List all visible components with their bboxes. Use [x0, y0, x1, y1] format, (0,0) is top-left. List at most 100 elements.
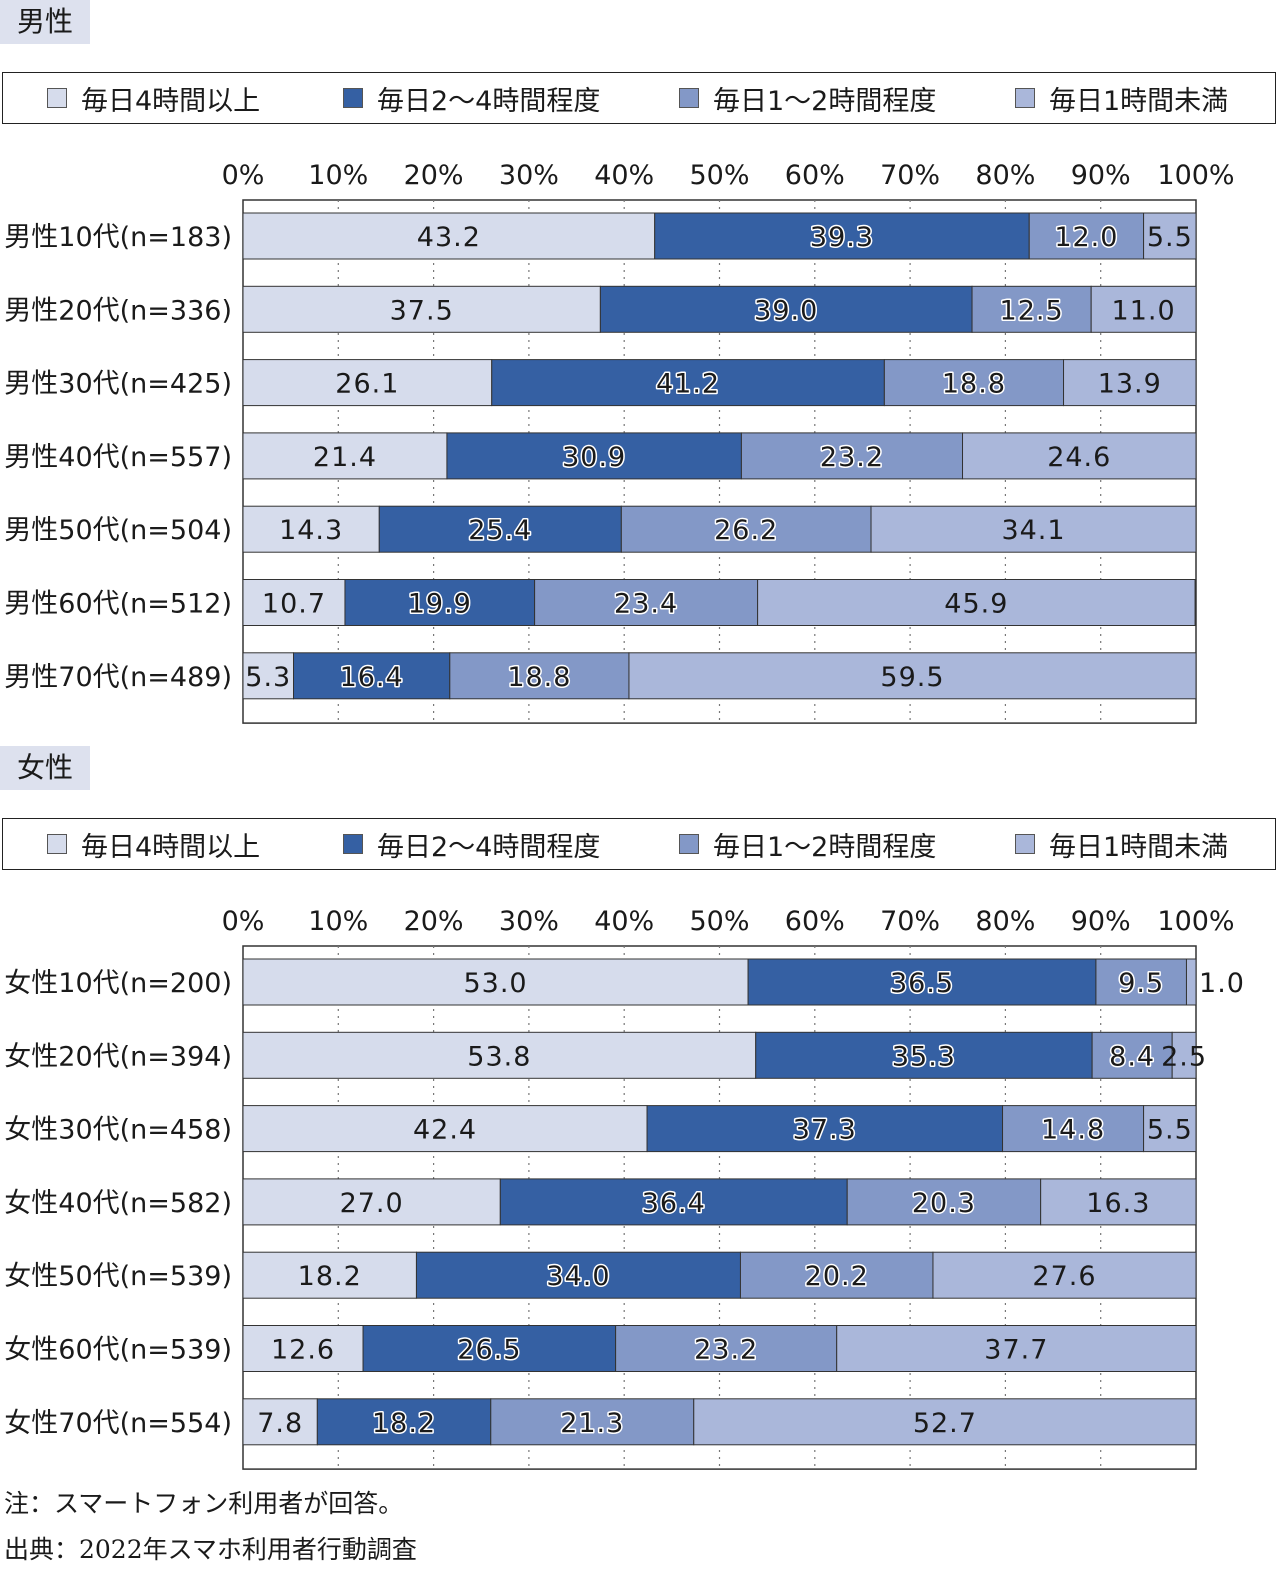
legend-swatch [1015, 834, 1035, 854]
data-label: 18.2 [372, 1408, 436, 1439]
legend-female: 毎日4時間以上 毎日2〜4時間程度 毎日1〜2時間程度 毎日1時間未満 [2, 818, 1276, 870]
bar-segment [1002, 1105, 1145, 1153]
category-label: 女性60代(n=539) [4, 1335, 232, 1366]
bar-segment [293, 652, 451, 700]
legend-item: 毎日4時間以上 [47, 819, 260, 869]
bar-segment [846, 1178, 1042, 1226]
data-label: 11.0 [1112, 295, 1176, 326]
bar-segment [449, 652, 630, 700]
data-label: 30.9 [562, 442, 626, 473]
legend-item: 毎日1〜2時間程度 [679, 73, 936, 123]
bar-segment [1185, 958, 1197, 1006]
data-label: 5.3 [245, 662, 291, 693]
category-label: 男性60代(n=512) [4, 589, 232, 620]
bar-segment [615, 1325, 838, 1372]
bar-segment [242, 359, 493, 407]
bar-segment [1171, 1031, 1197, 1079]
data-label: 16.4 [340, 662, 404, 693]
data-label: 14.3 [279, 515, 343, 546]
legend-label: 毎日1〜2時間程度 [713, 85, 937, 117]
bar-segment [1028, 212, 1145, 260]
data-label: 24.6 [1047, 442, 1111, 473]
bar-segment [870, 505, 1197, 553]
bar-segment [1143, 1105, 1197, 1153]
x-tick-label: 20% [404, 906, 464, 937]
data-label: 59.5 [880, 662, 944, 693]
data-label: 42.4 [413, 1115, 477, 1146]
bar-segment [1090, 285, 1197, 333]
category-label: 男性50代(n=504) [4, 515, 232, 546]
x-tick-label: 0% [222, 160, 265, 191]
category-label: 男性10代(n=183) [4, 222, 232, 253]
bar-segment [646, 1105, 1004, 1153]
data-label: 12.5 [1000, 295, 1064, 326]
data-label: 18.8 [507, 662, 571, 693]
category-label: 女性20代(n=394) [4, 1041, 232, 1072]
data-label: 10.7 [262, 589, 326, 620]
bar-segment [836, 1325, 1197, 1372]
data-label: 52.7 [913, 1408, 977, 1439]
data-label: 7.8 [257, 1408, 303, 1439]
bar-segment [242, 1105, 648, 1153]
legend-item: 毎日2〜4時間程度 [343, 73, 600, 123]
bar-segment [1143, 212, 1197, 260]
data-label: 41.2 [656, 369, 720, 400]
legend-label: 毎日4時間以上 [81, 831, 261, 863]
bar-segment [242, 505, 380, 553]
data-label: 39.0 [754, 295, 818, 326]
data-label: 20.2 [805, 1261, 869, 1292]
x-tick-label: 60% [785, 906, 845, 937]
bar-segment [599, 285, 973, 333]
legend-label: 毎日1時間未満 [1049, 831, 1229, 863]
bar-segment [499, 1178, 848, 1226]
stacked-bar-chart-female: 0% 10% 20% 30% 40% 50% 60% 70% 80% 90% 100% 女性10代(n… [4, 906, 1244, 1470]
data-label: 53.8 [467, 1041, 531, 1072]
data-label: 36.5 [890, 968, 954, 999]
data-label: 53.0 [463, 968, 527, 999]
bar-segment [490, 1398, 695, 1446]
bar-segment [1040, 1178, 1197, 1226]
data-label: 14.8 [1041, 1115, 1105, 1146]
bar-segment [362, 1325, 617, 1372]
bar-segment [739, 1251, 934, 1299]
bar-segment [932, 1251, 1197, 1299]
data-label: 9.5 [1118, 968, 1164, 999]
bar-segment [693, 1398, 1197, 1446]
x-tick-label: 50% [689, 906, 749, 937]
data-label: 34.1 [1001, 515, 1065, 546]
data-label: 23.2 [820, 442, 884, 473]
category-label: 男性20代(n=336) [4, 295, 232, 326]
x-tick-label: 100% [1157, 160, 1234, 191]
bar-segment [755, 1031, 1093, 1079]
legend-item: 毎日1〜2時間程度 [679, 819, 936, 869]
section-title-female: 女性 [0, 746, 90, 790]
data-label: 37.7 [984, 1335, 1048, 1366]
bar-segment [654, 212, 1030, 260]
category-label: 男性70代(n=489) [4, 662, 232, 693]
legend-label: 毎日4時間以上 [81, 85, 261, 117]
data-label: 12.6 [271, 1335, 335, 1366]
data-label: 19.9 [408, 589, 472, 620]
bar-segment [242, 1031, 757, 1079]
legend-swatch [47, 88, 67, 108]
category-label: 女性40代(n=582) [4, 1188, 232, 1219]
x-tick-label: 30% [499, 906, 559, 937]
x-tick-label: 0% [222, 906, 265, 937]
legend-swatch [1015, 88, 1035, 108]
bar-segment [883, 359, 1065, 407]
bar-segment [242, 212, 656, 260]
data-label: 25.4 [468, 515, 532, 546]
bar-segment [415, 1251, 741, 1299]
data-label: 5.5 [1147, 222, 1193, 253]
x-tick-label: 70% [880, 160, 940, 191]
legend-item: 毎日1時間未満 [1015, 73, 1228, 123]
legend-label: 毎日2〜4時間程度 [377, 85, 601, 117]
data-label: 43.2 [417, 222, 481, 253]
category-label: 男性30代(n=425) [4, 369, 232, 400]
data-label: 26.5 [457, 1335, 521, 1366]
data-label: 8.4 [1109, 1041, 1155, 1072]
stacked-bar-chart-male: 0% 10% 20% 30% 40% 50% 60% 70% 80% 90% 100% 男性10代(n… [4, 160, 1235, 724]
legend-swatch [679, 834, 699, 854]
data-label: 39.3 [810, 222, 874, 253]
bar-segment [242, 579, 346, 626]
